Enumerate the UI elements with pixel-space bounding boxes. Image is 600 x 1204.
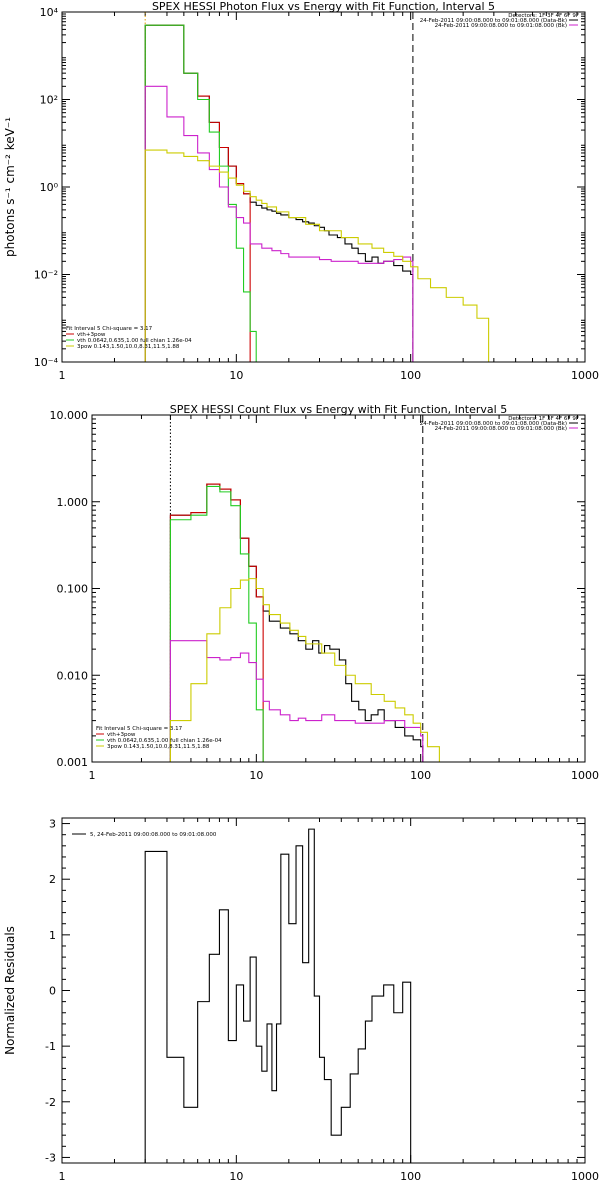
legend-fit-header: Fit Interval 5 Chi-square = 3.17: [96, 726, 183, 732]
x-tick-label: 1000: [571, 769, 599, 782]
y-tick-label: 0.010: [57, 669, 89, 682]
plot-frame: [61, 817, 586, 1164]
y-tick-label: 0.001: [57, 756, 89, 769]
legend-fit-entry: vth+3pow: [77, 332, 106, 338]
y-tick-label: 1.000: [57, 496, 89, 509]
y-tick-label: -1: [45, 1040, 56, 1053]
x-tick-label: 100: [400, 369, 421, 382]
x-tick-label: 10: [229, 369, 243, 382]
x-tick-label: 100: [410, 769, 431, 782]
legend-top-entry: 24-Feb-2011 09:00:08.000 to 09:01:08.000…: [420, 18, 567, 24]
y-tick-label: 10²: [40, 94, 58, 107]
x-tick-label: 1: [59, 369, 66, 382]
y-tick-label: 3: [49, 818, 56, 831]
legend-top-entry: 24-Feb-2011 09:00:08.000 to 09:01:08.000…: [435, 426, 567, 432]
y-tick-label: -3: [45, 1151, 56, 1164]
y-tick-label: 10⁴: [40, 6, 59, 19]
legend-top-entry: Detectors: 1F 3F 4F 6F 9F: [508, 416, 579, 422]
x-tick-label: 1: [89, 769, 96, 782]
series-line-2: [144, 24, 262, 362]
series-line-3: [144, 85, 414, 362]
series-line-2: [169, 485, 270, 762]
series-line-3: [169, 640, 424, 762]
y-axis-label: photons s⁻¹ cm⁻² keV⁻¹: [3, 117, 17, 257]
legend-fit-entry: 3pow 0.143,1.50,10.0,8.31,11.5,1.88: [77, 344, 180, 350]
x-tick-label: 1000: [571, 1170, 599, 1183]
x-tick-label: 10: [229, 1170, 243, 1183]
y-tick-label: 0.100: [57, 583, 89, 596]
legend-fit-entry: vth+3pow: [107, 732, 136, 738]
x-tick-label: 1: [59, 1170, 66, 1183]
series-line-0: [144, 828, 413, 1163]
chart-title: SPEX HESSI Photon Flux vs Energy with Fi…: [152, 0, 495, 13]
legend-fit-header: Fit Interval 5 Chi-square = 3.17: [66, 326, 153, 332]
y-tick-label: 10.000: [50, 409, 89, 422]
series-line-4: [169, 578, 459, 762]
legend-entry: 5, 24-Feb-2011 09:00:08.000 to 09:01:08.…: [90, 832, 217, 838]
x-tick-label: 1000: [571, 369, 599, 382]
y-tick-label: 2: [49, 873, 56, 886]
series-line-4: [144, 149, 490, 362]
chart-title: SPEX HESSI Count Flux vs Energy with Fit…: [170, 403, 507, 416]
legend-top-entry: 24-Feb-2011 09:00:08.000 to 09:01:08.000…: [420, 421, 567, 427]
y-axis-label: Normalized Residuals: [3, 926, 17, 1055]
legend-top-entry: Detectors: 1F 3F 4F 6F 9F: [508, 13, 579, 19]
legend-fit-entry: vth 0.0642,0.635,1.00 full chian 1.26e-0…: [77, 338, 192, 344]
y-tick-label: 10⁻⁴: [34, 356, 59, 369]
y-tick-label: -2: [45, 1096, 56, 1109]
legend-fit-entry: vth 0.0642,0.635,1.00 full chian 1.26e-0…: [107, 738, 222, 744]
y-tick-label: 10⁰: [40, 181, 59, 194]
plot-frame: [61, 11, 586, 363]
legend-top-entry: 24-Feb-2011 09:00:08.000 to 09:01:08.000…: [435, 23, 567, 29]
legend-fit-entry: 3pow 0.143,1.50,10.0,8.31,11.5,1.88: [107, 744, 210, 750]
y-tick-label: 1: [49, 929, 56, 942]
y-tick-label: 0: [49, 985, 56, 998]
x-tick-label: 100: [400, 1170, 421, 1183]
x-tick-label: 10: [249, 769, 263, 782]
y-tick-label: 10⁻²: [34, 269, 58, 282]
plot-frame: [91, 414, 586, 763]
series-line-0: [144, 24, 414, 362]
